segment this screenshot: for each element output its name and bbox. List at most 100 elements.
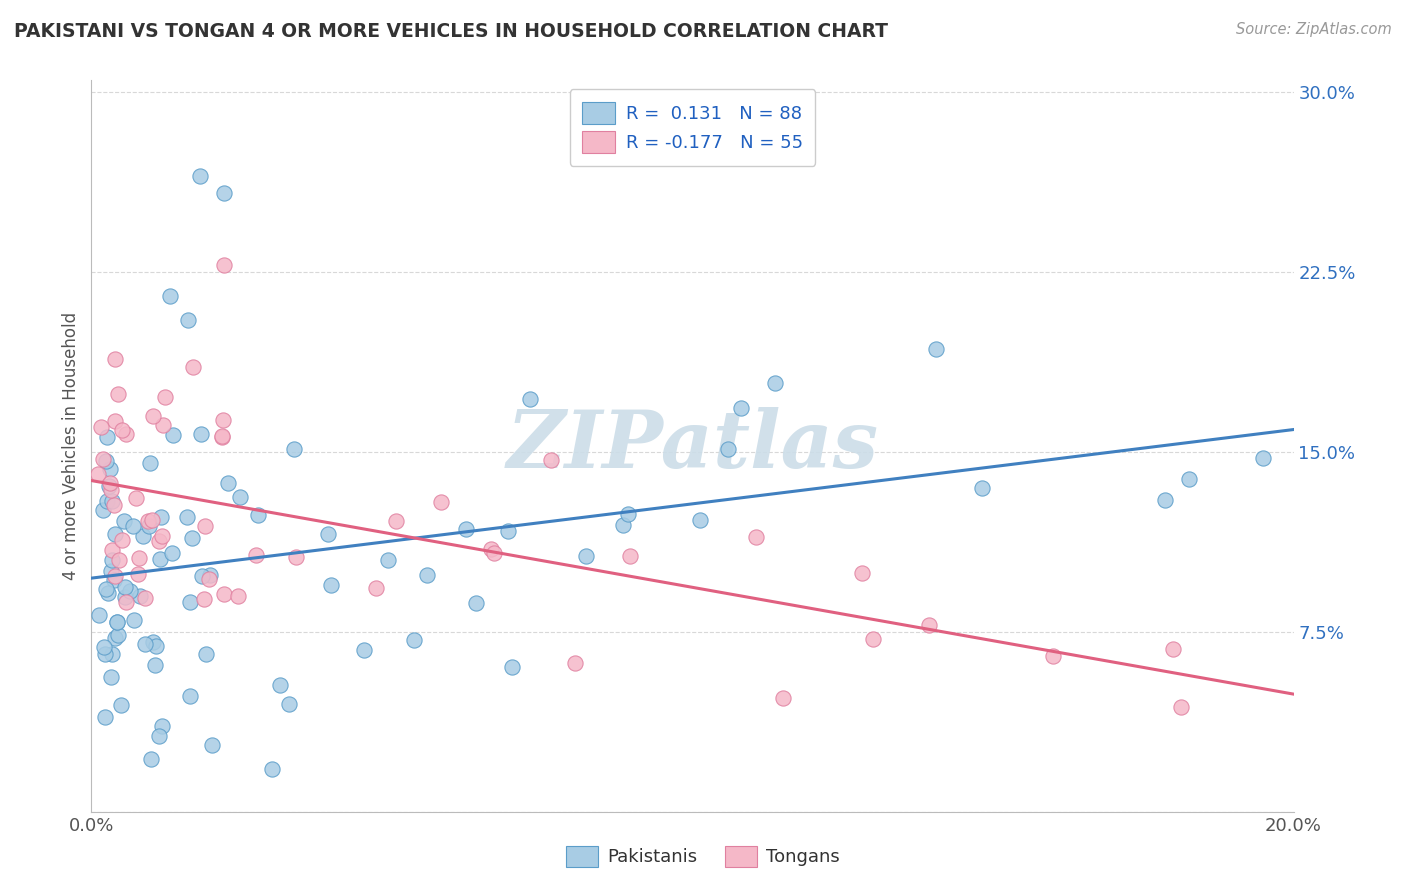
Point [465, 596, 488, 610]
Point [111, 423, 134, 437]
Point [107, 628, 129, 642]
Point [212, 258, 235, 272]
Text: ZIPatlas: ZIPatlas [506, 408, 879, 484]
Point [100, 647, 122, 661]
Text: PAKISTANI VS TONGAN 4 OR MORE VEHICLES IN HOUSEHOLD CORRELATION CHART: PAKISTANI VS TONGAN 4 OR MORE VEHICLES I… [14, 22, 889, 41]
Point [101, 494, 124, 508]
Point [316, 527, 339, 541]
Point [128, 590, 150, 604]
Point [100, 462, 122, 476]
Point [181, 531, 204, 545]
Point [96, 582, 118, 597]
Point [86, 467, 108, 482]
Point [226, 589, 249, 603]
Point [118, 583, 141, 598]
Point [134, 591, 156, 606]
Point [96, 494, 118, 508]
Point [132, 529, 155, 543]
Point [100, 553, 122, 567]
Point [138, 456, 160, 470]
Point [138, 519, 160, 533]
Point [149, 509, 172, 524]
Point [107, 387, 129, 401]
Point [212, 587, 235, 601]
Point [851, 566, 873, 580]
Point [104, 632, 127, 646]
Point [98, 475, 121, 490]
Point [501, 660, 523, 674]
Point [364, 581, 387, 595]
Point [862, 632, 884, 646]
Point [94, 453, 117, 467]
Point [97, 479, 120, 493]
Point [198, 567, 221, 582]
Point [103, 498, 125, 512]
Point [717, 442, 740, 456]
Point [91, 502, 114, 516]
Point [193, 591, 215, 606]
Point [104, 414, 127, 428]
Point [122, 519, 145, 533]
Point [212, 186, 235, 200]
Point [384, 514, 406, 528]
Point [94, 710, 117, 724]
Point [128, 550, 150, 565]
Text: Source: ZipAtlas.com: Source: ZipAtlas.com [1236, 22, 1392, 37]
Point [148, 533, 170, 548]
Point [145, 639, 167, 653]
Point [519, 392, 541, 407]
Point [176, 510, 198, 524]
Point [141, 752, 163, 766]
Point [97, 586, 120, 600]
Point [377, 553, 399, 567]
Point [229, 491, 252, 505]
Point [93, 640, 115, 654]
Point [247, 508, 270, 523]
Point [245, 549, 267, 563]
Point [127, 566, 149, 581]
Point [107, 615, 129, 629]
Point [689, 513, 711, 527]
Point [159, 289, 181, 303]
Point [105, 615, 128, 629]
Point [101, 542, 124, 557]
Point [918, 618, 941, 632]
Point [104, 352, 127, 367]
Point [148, 552, 170, 566]
Point [353, 643, 375, 657]
Point [1251, 450, 1274, 465]
Point [160, 546, 183, 560]
Point [108, 553, 131, 567]
Point [211, 429, 233, 443]
Point [125, 491, 148, 506]
Point [148, 729, 170, 743]
Point [211, 413, 233, 427]
Point [730, 401, 752, 415]
Point [114, 426, 136, 441]
Point [114, 580, 136, 594]
Point [142, 409, 165, 423]
Point [201, 738, 224, 752]
Point [415, 567, 437, 582]
Legend: R =  0.131   N = 88, R = -0.177   N = 55: R = 0.131 N = 88, R = -0.177 N = 55 [569, 89, 815, 166]
Point [96, 430, 118, 444]
Point [115, 595, 138, 609]
Point [91, 451, 114, 466]
Point [112, 514, 135, 528]
Point [430, 495, 453, 509]
Point [763, 376, 786, 390]
Point [100, 564, 122, 578]
Point [162, 428, 184, 442]
Point [142, 635, 165, 649]
Point [195, 647, 218, 661]
Point [179, 689, 201, 703]
Point [1177, 472, 1199, 486]
Point [150, 719, 173, 733]
Point [104, 527, 127, 541]
Point [970, 481, 993, 495]
Point [619, 549, 641, 564]
Point [321, 578, 343, 592]
Point [143, 658, 166, 673]
Point [179, 595, 201, 609]
Point [194, 518, 217, 533]
